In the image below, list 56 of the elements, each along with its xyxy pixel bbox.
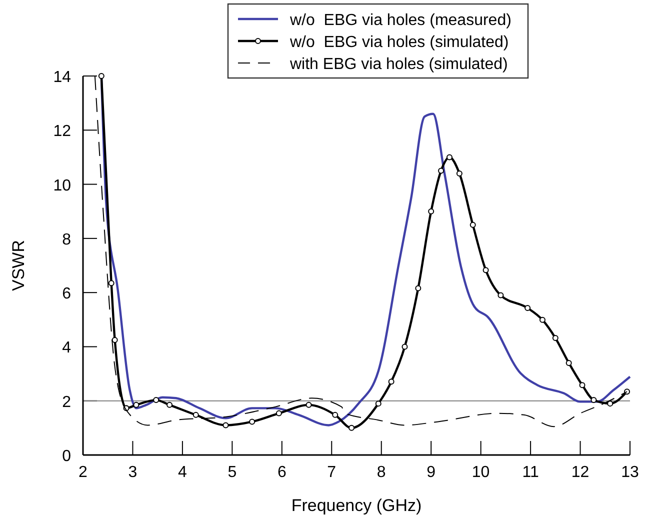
y-tick-label: 12 [53,123,72,140]
point [108,280,114,286]
x-tick-label: 13 [621,464,639,481]
point [402,344,408,350]
point [579,382,586,388]
x-axis-title: Frequency (GHz) [291,496,422,515]
point [332,412,338,418]
point [438,168,444,174]
point [375,400,382,407]
point [552,335,558,342]
point [566,360,572,366]
x-tick-label: 7 [327,464,336,481]
point [348,424,355,431]
point [276,410,282,416]
x-tick-label: 9 [426,464,436,481]
point [192,412,199,418]
point [249,418,256,425]
point [446,154,452,160]
x-tick-label: 2 [78,464,88,481]
legend-label: with EBG via holes (simulated) [289,56,508,73]
y-tick-label: 0 [62,448,72,465]
y-tick-label: 8 [62,231,72,248]
x-tick-label: 11 [522,464,539,481]
point [306,402,312,408]
y-tick-label: 6 [62,286,72,303]
point [470,222,476,228]
point [524,305,531,311]
legend-label: w/o EBG via holes (simulated) [289,34,509,51]
point [456,170,462,176]
y-tick-label: 14 [53,69,72,86]
x-tick-label: 4 [178,464,187,481]
y-tick-label: 2 [62,394,72,411]
point [222,422,229,428]
point [388,378,394,385]
point [482,267,489,274]
point [428,208,434,214]
x-tick-label: 12 [571,464,590,481]
point [166,402,173,408]
point [133,402,140,408]
point [539,316,546,323]
point [415,285,422,292]
point [607,400,614,407]
x-tick-label: 3 [128,464,138,481]
y-tick-label: 4 [62,340,72,357]
legend-label: w/o EBG via holes (measured) [289,12,512,29]
y-axis-title: VSWR [9,240,28,291]
point [98,73,104,79]
point [112,336,118,343]
x-tick-label: 5 [228,464,237,481]
y-tick-label: 10 [53,177,72,194]
point [590,397,597,404]
x-tick-label: 6 [277,464,286,481]
point [153,397,160,404]
point [498,292,504,298]
x-tick-label: 10 [472,464,490,481]
x-tick-label: 8 [376,464,386,481]
